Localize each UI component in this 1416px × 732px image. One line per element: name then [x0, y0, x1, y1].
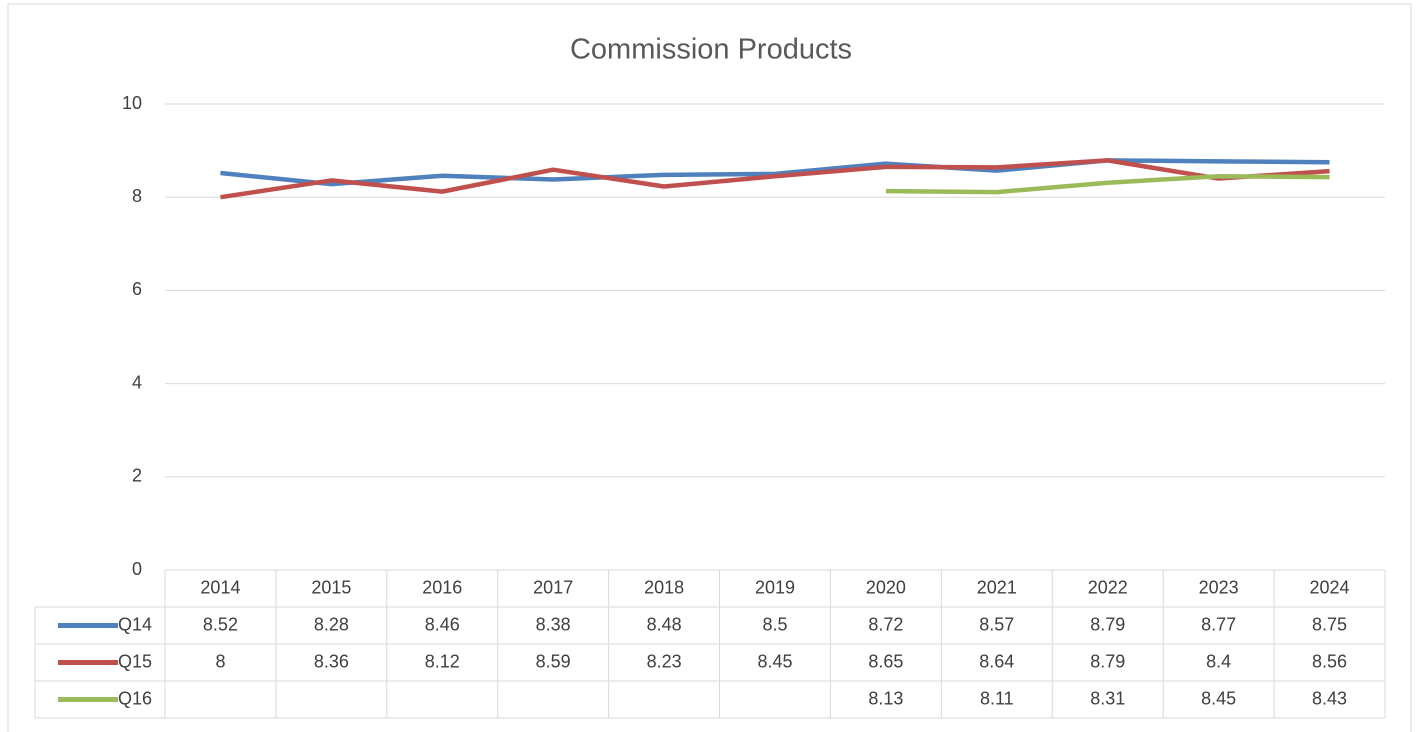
table-value: 8.4	[1206, 651, 1231, 671]
x-tick-label: 2018	[644, 577, 684, 597]
x-tick-label: 2019	[755, 577, 795, 597]
x-tick-label: 2022	[1088, 577, 1128, 597]
table-value: 8.75	[1312, 614, 1347, 634]
legend-label: Q14	[118, 614, 152, 634]
series-line	[220, 158, 1330, 200]
table-value: 8.64	[979, 651, 1014, 671]
table-value: 8.12	[425, 651, 460, 671]
x-tick-label: 2017	[533, 577, 573, 597]
x-tick-label: 2023	[1199, 577, 1239, 597]
y-tick-label: 2	[132, 466, 142, 486]
table-value: 8.59	[536, 651, 571, 671]
table-value: 8.13	[868, 688, 903, 708]
table-value: 8.79	[1090, 651, 1125, 671]
table-value: 8.36	[314, 651, 349, 671]
series-line	[885, 173, 1330, 195]
table-value: 8.52	[203, 614, 238, 634]
table-value: 8.45	[1201, 688, 1236, 708]
x-tick-label: 2016	[422, 577, 462, 597]
table-value: 8.72	[868, 614, 903, 634]
table-value: 8.57	[979, 614, 1014, 634]
chart-frame	[7, 3, 1412, 732]
x-tick-label: 2021	[977, 577, 1017, 597]
x-tick-label: 2024	[1310, 577, 1350, 597]
table-value: 8.43	[1312, 688, 1347, 708]
table-value: 8.5	[762, 614, 787, 634]
table-value: 8.48	[647, 614, 682, 634]
table-value: 8.46	[425, 614, 460, 634]
y-tick-label: 10	[122, 93, 142, 113]
table-value: 8.45	[757, 651, 792, 671]
x-tick-label: 2014	[200, 577, 240, 597]
table-value: 8.65	[868, 651, 903, 671]
x-tick-label: 2020	[866, 577, 906, 597]
table-value: 8	[215, 651, 225, 671]
y-tick-label: 0	[132, 559, 142, 579]
table-value: 8.38	[536, 614, 571, 634]
series-line	[220, 158, 1330, 187]
y-tick-label: 8	[132, 186, 142, 206]
table-value: 8.23	[647, 651, 682, 671]
chart-title: Commission Products	[570, 34, 852, 66]
y-tick-label: 4	[132, 372, 142, 392]
legend-label: Q16	[118, 688, 152, 708]
table-value: 8.28	[314, 614, 349, 634]
x-tick-label: 2015	[311, 577, 351, 597]
table-value: 8.77	[1201, 614, 1236, 634]
table-value: 8.79	[1090, 614, 1125, 634]
table-value: 8.11	[980, 688, 1014, 708]
table-value: 8.31	[1090, 688, 1125, 708]
legend-label: Q15	[118, 651, 152, 671]
table-value: 8.56	[1312, 651, 1347, 671]
y-tick-label: 6	[132, 279, 142, 299]
